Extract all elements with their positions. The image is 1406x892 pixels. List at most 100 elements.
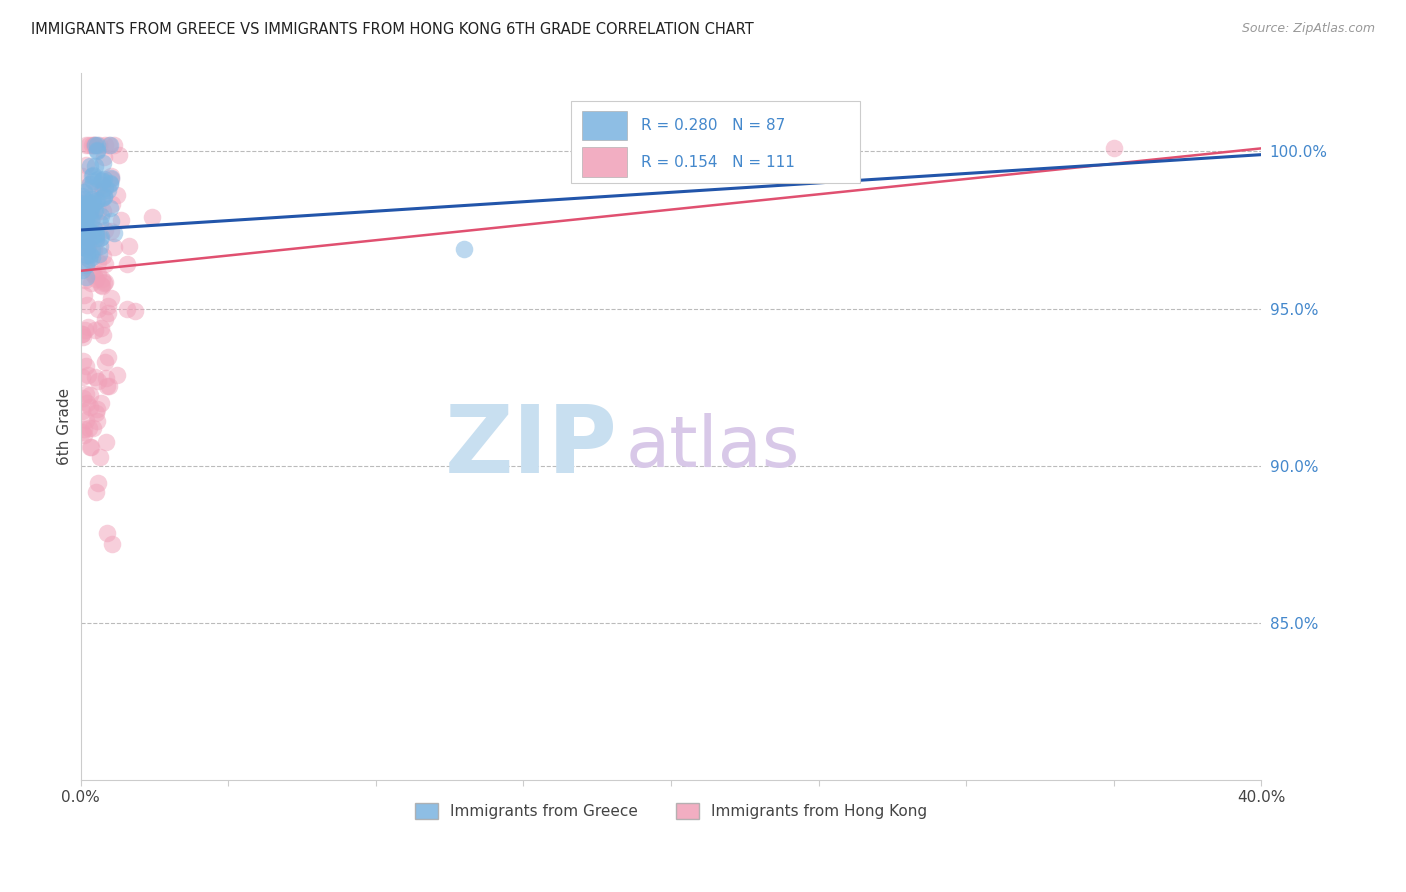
Point — [73, 186, 96, 200]
Point — [75, 212, 97, 227]
Point — [105, 368, 128, 383]
Point — [90, 230, 112, 244]
Point — [96, 434, 118, 449]
Point — [1102, 141, 1125, 155]
Text: ZIP: ZIP — [444, 401, 617, 493]
Point — [77, 231, 100, 245]
Point — [80, 250, 103, 264]
Text: IMMIGRANTS FROM GREECE VS IMMIGRANTS FROM HONG KONG 6TH GRADE CORRELATION CHART: IMMIGRANTS FROM GREECE VS IMMIGRANTS FRO… — [31, 22, 754, 37]
Point — [75, 258, 97, 272]
Point — [124, 304, 146, 318]
Point — [72, 240, 94, 254]
Point — [103, 138, 125, 153]
Point — [73, 209, 96, 223]
Point — [91, 178, 114, 192]
Point — [86, 138, 108, 153]
Point — [75, 138, 97, 153]
Point — [77, 223, 100, 237]
Point — [86, 223, 108, 237]
Text: Source: ZipAtlas.com: Source: ZipAtlas.com — [1241, 22, 1375, 36]
Point — [84, 370, 107, 384]
Point — [79, 181, 101, 195]
Point — [83, 138, 105, 153]
Point — [86, 374, 108, 388]
Point — [75, 158, 97, 172]
Point — [84, 194, 107, 209]
Point — [84, 485, 107, 500]
Point — [80, 196, 103, 211]
Point — [70, 327, 93, 342]
Point — [70, 223, 93, 237]
Point — [83, 221, 105, 235]
Point — [84, 323, 107, 337]
Point — [82, 420, 104, 434]
Point — [100, 214, 122, 228]
Point — [77, 202, 100, 216]
Point — [79, 159, 101, 173]
Point — [76, 200, 98, 214]
Point — [79, 387, 101, 401]
Point — [83, 160, 105, 174]
Point — [79, 440, 101, 454]
Point — [97, 183, 120, 197]
Point — [77, 195, 100, 210]
Point — [87, 246, 110, 260]
Point — [75, 223, 97, 237]
Point — [76, 248, 98, 262]
Point — [89, 138, 111, 153]
Point — [86, 231, 108, 245]
Point — [103, 227, 125, 241]
Point — [90, 396, 112, 410]
Point — [93, 189, 115, 203]
Point — [70, 189, 93, 203]
Point — [94, 355, 117, 369]
Point — [77, 368, 100, 383]
Point — [82, 192, 104, 206]
Point — [84, 272, 107, 286]
Point — [96, 525, 118, 540]
Point — [103, 239, 125, 253]
Point — [72, 211, 94, 225]
Point — [76, 395, 98, 409]
Point — [76, 221, 98, 235]
Point — [72, 202, 94, 217]
Point — [93, 189, 115, 203]
Point — [80, 213, 103, 227]
Point — [75, 197, 97, 211]
Point — [453, 242, 475, 256]
Point — [91, 249, 114, 263]
Point — [77, 138, 100, 153]
Point — [79, 401, 101, 415]
Point — [70, 196, 93, 211]
Point — [93, 172, 115, 186]
Point — [91, 203, 114, 218]
Point — [75, 233, 97, 247]
Point — [115, 301, 138, 316]
Point — [86, 414, 108, 428]
Point — [87, 204, 110, 219]
Point — [75, 359, 97, 374]
FancyBboxPatch shape — [582, 147, 627, 177]
Point — [97, 350, 120, 364]
Point — [118, 239, 141, 253]
Point — [141, 210, 163, 224]
Point — [86, 193, 108, 207]
Point — [94, 138, 117, 153]
Point — [100, 169, 122, 184]
Point — [97, 306, 120, 320]
Point — [84, 227, 107, 241]
Point — [72, 391, 94, 405]
Point — [91, 184, 114, 198]
Point — [79, 202, 101, 216]
Point — [82, 174, 104, 188]
Point — [105, 188, 128, 202]
Point — [84, 227, 107, 242]
Point — [101, 537, 124, 551]
Point — [79, 440, 101, 454]
Point — [94, 181, 117, 195]
Point — [98, 379, 121, 393]
Point — [84, 234, 107, 248]
Point — [91, 328, 114, 343]
Point — [76, 243, 98, 257]
Point — [72, 262, 94, 277]
